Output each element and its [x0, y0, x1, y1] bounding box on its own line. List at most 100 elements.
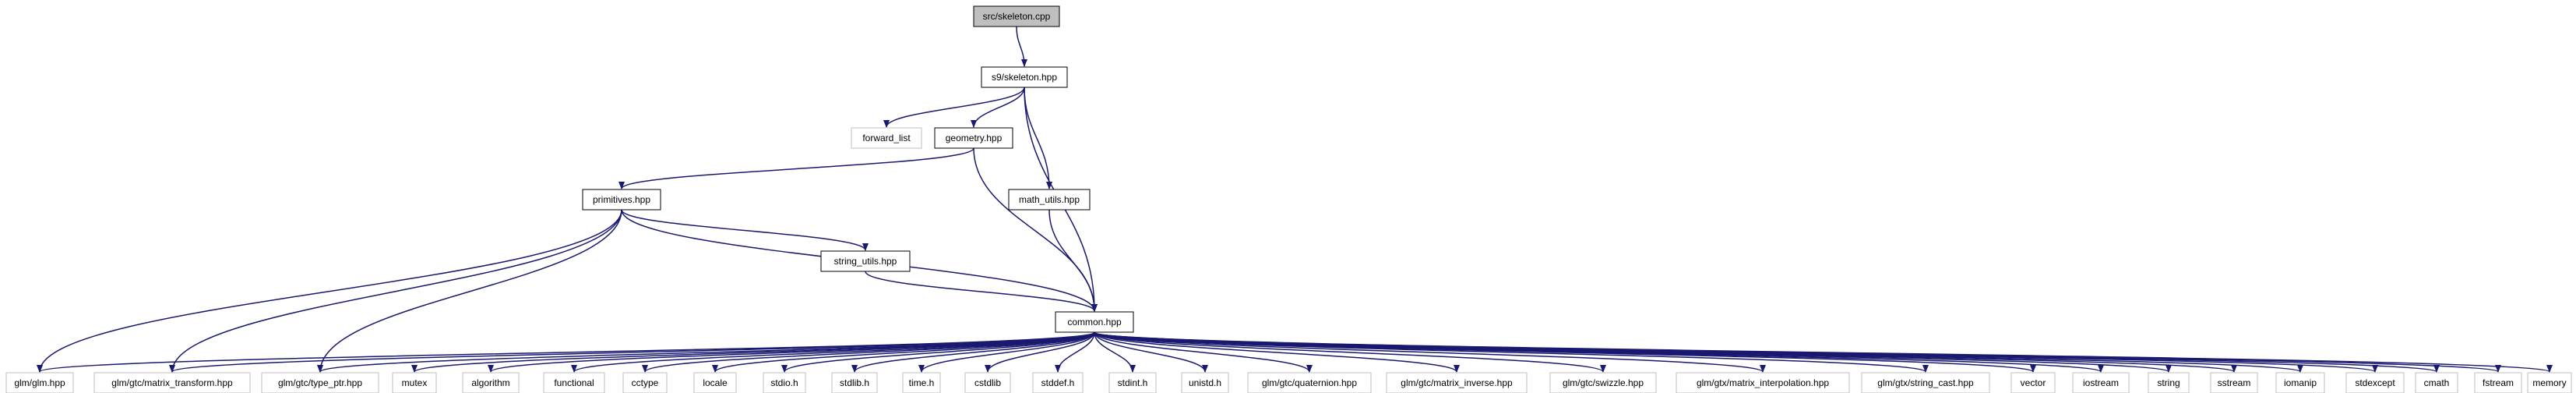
node-string_utils[interactable]: string_utils.hpp	[820, 250, 911, 272]
edge-primitives-to-type_ptr	[317, 209, 622, 373]
node-label-sstream: sstream	[2218, 377, 2251, 388]
node-box-cmath	[2415, 372, 2458, 393]
node-matrix_inverse: glm/gtc/matrix_inverse.hpp	[1386, 372, 1528, 393]
node-box-glm	[5, 372, 74, 393]
node-box-cctype	[622, 372, 668, 393]
node-string: string	[2148, 372, 2190, 393]
edge-primitives-to-matrix_transform	[169, 209, 622, 373]
node-fstream: fstream	[2474, 372, 2522, 393]
node-box-geometry	[934, 127, 1013, 149]
node-label-functional: functional	[554, 377, 594, 388]
node-box-time	[902, 372, 941, 393]
edge-common-to-cctype	[642, 331, 1095, 373]
node-box-math_utils	[1008, 189, 1091, 211]
node-label-stdio: stdio.h	[770, 377, 798, 388]
node-label-matrix_transform: glm/gtc/matrix_transform.hpp	[111, 377, 233, 388]
node-forward_list: forward_list	[851, 127, 922, 149]
node-label-glm: glm/glm.hpp	[14, 377, 65, 388]
node-cmath: cmath	[2415, 372, 2458, 393]
node-iomanip: iomanip	[2275, 372, 2325, 393]
edge-common-to-stdlib	[851, 331, 1095, 373]
node-label-vector: vector	[2021, 377, 2046, 388]
node-s9skeleton[interactable]: s9/skeleton.hpp	[981, 66, 1068, 88]
edge-common-to-matrix_transform	[169, 331, 1095, 373]
node-box-common	[1055, 311, 1134, 333]
node-label-skeleton_cpp: src/skeleton.cpp	[983, 11, 1051, 22]
node-time: time.h	[902, 372, 941, 393]
node-label-stddef: stddef.h	[1041, 377, 1075, 388]
node-stddef: stddef.h	[1032, 372, 1084, 393]
node-box-stdio	[763, 372, 806, 393]
node-box-sstream	[2210, 372, 2258, 393]
edge-common-to-unistd	[1094, 331, 1208, 373]
node-label-common: common.hpp	[1067, 317, 1122, 328]
node-label-primitives: primitives.hpp	[593, 194, 650, 205]
node-box-quaternion	[1247, 372, 1372, 393]
node-label-forward_list: forward_list	[862, 133, 911, 143]
node-box-functional	[543, 372, 605, 393]
edge-common-to-cstdlib	[985, 331, 1095, 373]
node-string_cast: glm/gtx/string_cast.hpp	[1861, 372, 1990, 393]
node-glm: glm/glm.hpp	[5, 372, 74, 393]
edge-common-to-matrix_interpolation	[1094, 331, 1766, 373]
node-skeleton_cpp[interactable]: src/skeleton.cpp	[973, 5, 1060, 27]
node-iostream: iostream	[2072, 372, 2130, 393]
node-box-locale	[693, 372, 737, 393]
node-label-locale: locale	[703, 377, 728, 388]
edge-string_utils-to-common	[865, 271, 1098, 312]
node-stdint: stdint.h	[1108, 372, 1157, 393]
node-box-matrix_interpolation	[1676, 372, 1850, 393]
node-label-iostream: iostream	[2083, 377, 2119, 388]
node-box-s9skeleton	[981, 66, 1068, 88]
node-label-string_cast: glm/gtx/string_cast.hpp	[1877, 377, 1974, 388]
node-label-time: time.h	[909, 377, 935, 388]
node-box-stdlib	[831, 372, 878, 393]
edge-geometry-to-common	[973, 147, 1098, 312]
node-label-stdint: stdint.h	[1118, 377, 1148, 388]
node-math_utils[interactable]: math_utils.hpp	[1008, 189, 1091, 211]
node-label-string: string	[2157, 377, 2180, 388]
node-algorithm: algorithm	[462, 372, 520, 393]
node-common[interactable]: common.hpp	[1055, 311, 1134, 333]
node-label-geometry: geometry.hpp	[946, 133, 1003, 143]
node-label-mutex: mutex	[402, 377, 428, 388]
node-box-fstream	[2474, 372, 2522, 393]
edge-primitives-to-glm	[37, 209, 622, 373]
node-primitives[interactable]: primitives.hpp	[582, 189, 661, 211]
node-locale: locale	[693, 372, 737, 393]
edge-common-to-time	[918, 331, 1095, 373]
edge-primitives-to-string_utils	[621, 209, 869, 251]
node-label-swizzle: glm/gtc/swizzle.hpp	[1563, 377, 1644, 388]
node-label-cmath: cmath	[2424, 377, 2450, 388]
node-cctype: cctype	[622, 372, 668, 393]
edge-common-to-swizzle	[1094, 331, 1606, 373]
edge-geometry-to-primitives	[618, 147, 974, 189]
node-stdexcept: stdexcept	[2345, 372, 2405, 393]
node-box-skeleton_cpp	[973, 5, 1060, 27]
node-mutex: mutex	[392, 372, 437, 393]
node-box-cstdlib	[964, 372, 1011, 393]
node-memory: memory	[2527, 372, 2572, 393]
edge-math_utils-to-common	[1048, 209, 1098, 312]
node-stdio: stdio.h	[763, 372, 806, 393]
node-label-cctype: cctype	[632, 377, 659, 388]
node-label-cstdlib: cstdlib	[974, 377, 1001, 388]
node-box-matrix_inverse	[1386, 372, 1528, 393]
file-nodes: src/skeleton.cpp s9/skeleton.hpp forward_l…	[5, 5, 2572, 393]
edge-s9skeleton-to-geometry	[971, 87, 1025, 128]
node-box-forward_list	[851, 127, 922, 149]
node-functional: functional	[543, 372, 605, 393]
node-label-math_utils: math_utils.hpp	[1019, 194, 1080, 205]
node-box-memory	[2527, 372, 2572, 393]
node-label-stdexcept: stdexcept	[2355, 377, 2395, 388]
node-swizzle: glm/gtc/swizzle.hpp	[1549, 372, 1657, 393]
node-label-string_utils: string_utils.hpp	[834, 256, 897, 267]
edge-common-to-stddef	[1055, 331, 1095, 373]
node-box-iostream	[2072, 372, 2130, 393]
node-label-unistd: unistd.h	[1189, 377, 1221, 388]
edge-skeleton_cpp-to-s9skeleton	[1016, 26, 1027, 67]
node-box-type_ptr	[261, 372, 379, 393]
node-matrix_transform: glm/gtc/matrix_transform.hpp	[93, 372, 251, 393]
node-geometry[interactable]: geometry.hpp	[934, 127, 1013, 149]
